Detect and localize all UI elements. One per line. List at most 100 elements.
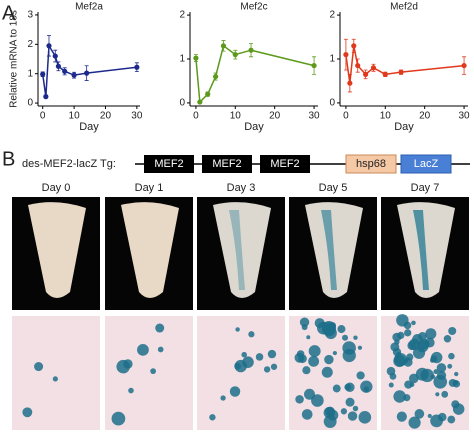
stained-nucleus [452, 403, 465, 415]
stained-nucleus [448, 326, 457, 336]
construct-element: MEF2 [154, 158, 183, 170]
stained-nucleus [295, 395, 304, 404]
construct-label: des-MEF2-lacZ Tg: [22, 158, 116, 170]
stained-nucleus [270, 363, 278, 370]
stained-nucleus [443, 335, 452, 343]
data-point [355, 62, 361, 69]
stained-nucleus [332, 350, 337, 356]
stained-nucleus [52, 376, 58, 382]
data-point [382, 71, 388, 77]
data-point [193, 55, 199, 61]
data-point [461, 62, 467, 69]
stained-nucleus [404, 329, 412, 337]
stained-nucleus [418, 332, 427, 341]
x-tick-label: 0 [193, 111, 199, 122]
stained-nucleus [352, 405, 359, 412]
x-tick-label: 20 [419, 111, 431, 122]
section-photo [197, 316, 285, 430]
stained-nucleus [220, 395, 226, 401]
data-point [248, 47, 254, 53]
hsp68-box [345, 154, 397, 174]
y-tick-label: 2 [179, 10, 185, 21]
stained-nucleus [390, 342, 400, 352]
data-point [40, 71, 46, 77]
stained-nucleus [430, 351, 443, 364]
x-tick-label: 10 [69, 111, 81, 122]
data-point [43, 94, 49, 100]
chart-title: Mef2d [390, 2, 418, 13]
data-point [84, 70, 90, 76]
panel-label: A [2, 2, 16, 24]
data-point [347, 80, 353, 86]
data-point [220, 43, 227, 49]
stained-nucleus [332, 384, 341, 393]
y-tick-label: 1 [179, 54, 185, 65]
stained-nucleus [425, 328, 437, 340]
stained-nucleus [435, 392, 440, 397]
stained-nucleus [433, 369, 439, 375]
stained-nucleus [358, 411, 372, 424]
stained-nucleus [396, 411, 407, 422]
stained-nucleus [411, 320, 416, 326]
mef2-box [202, 155, 252, 173]
day-label: Day 1 [135, 182, 164, 194]
lacz-stain [321, 210, 337, 290]
data-point [52, 53, 58, 59]
construct-element: LacZ [414, 158, 439, 170]
stained-nucleus [128, 387, 134, 394]
data-point [46, 43, 52, 49]
series-line [345, 45, 465, 84]
series-line [41, 43, 137, 97]
stained-nucleus [448, 352, 455, 360]
section-photo [105, 316, 193, 430]
stained-nucleus [388, 382, 394, 388]
stained-nucleus [314, 318, 325, 329]
stained-nucleus [301, 324, 308, 331]
stained-nucleus [393, 390, 406, 403]
x-tick-label: 0 [343, 111, 349, 122]
stained-nucleus [427, 413, 432, 419]
stained-nucleus [155, 323, 165, 333]
data-point [343, 52, 349, 58]
stained-nucleus [137, 343, 149, 356]
chart-title: Mef2a [75, 2, 103, 13]
stained-nucleus [267, 349, 277, 359]
y-axis-label: Relative mRNA to 18s [9, 10, 20, 108]
data-point [55, 63, 62, 69]
y-tick-label: 2 [329, 10, 335, 21]
stained-nucleus [150, 368, 156, 375]
panel-label: B [2, 148, 15, 170]
day-label: Day 5 [319, 182, 348, 194]
data-point [134, 64, 140, 70]
stained-nucleus [430, 414, 443, 428]
x-axis-label: Day [79, 121, 99, 133]
stained-nucleus [322, 321, 336, 335]
stained-nucleus [447, 415, 456, 424]
stained-nucleus [229, 386, 241, 397]
data-point [232, 52, 238, 58]
stained-nucleus [241, 351, 247, 358]
stained-nucleus [308, 345, 321, 358]
stained-nucleus [111, 411, 126, 426]
stained-nucleus [353, 335, 358, 340]
x-axis-label: Day [244, 121, 264, 133]
construct-element: MEF2 [270, 158, 299, 170]
stained-nucleus [323, 415, 337, 428]
x-tick-label: 30 [308, 111, 320, 122]
stained-nucleus [406, 353, 414, 361]
lacz-stain [229, 210, 245, 290]
y-tick-label: 3 [27, 10, 33, 21]
stained-nucleus [396, 351, 402, 357]
chart-title: Mef2c [240, 2, 267, 13]
stained-nucleus [311, 394, 324, 407]
y-tick-label: 0 [179, 98, 185, 109]
stained-nucleus [347, 411, 358, 421]
y-tick-label: 2 [27, 39, 33, 50]
stained-nucleus [321, 366, 333, 378]
construct-element: MEF2 [212, 158, 241, 170]
stained-nucleus [299, 317, 310, 327]
muscle-tissue [28, 202, 86, 298]
x-tick-label: 0 [40, 111, 46, 122]
day-label: Day 7 [411, 182, 440, 194]
